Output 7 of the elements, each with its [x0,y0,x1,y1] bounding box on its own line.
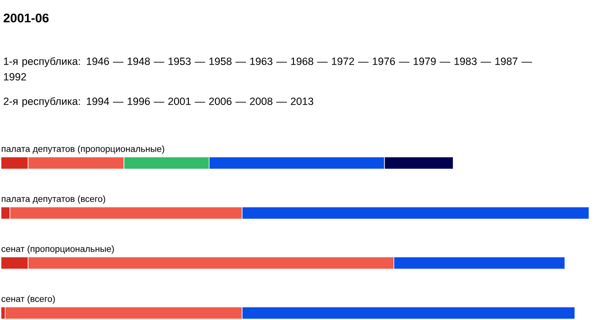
text: 1-я республика: 1946 — 1948 — 1953 — 1958 — 1963 — 1968 — 1972 — 1976 — 1979 — 1983 — 1987 — 1992 [4,57,532,81]
y-tick-label: палата депутатов (всего) [2,195,106,204]
y-tick-label: сенат (пропорциональные) [2,245,114,254]
y-tick-label: сенат (всего) [2,295,55,304]
text: 2-я республика: 1994 — 1996 — 2001 — 2006 — 2008 — 2013 [4,97,314,108]
chart-title: 2001-06 [4,14,49,22]
y-tick-label: палата депутатов (пропорциональные) [2,145,164,154]
